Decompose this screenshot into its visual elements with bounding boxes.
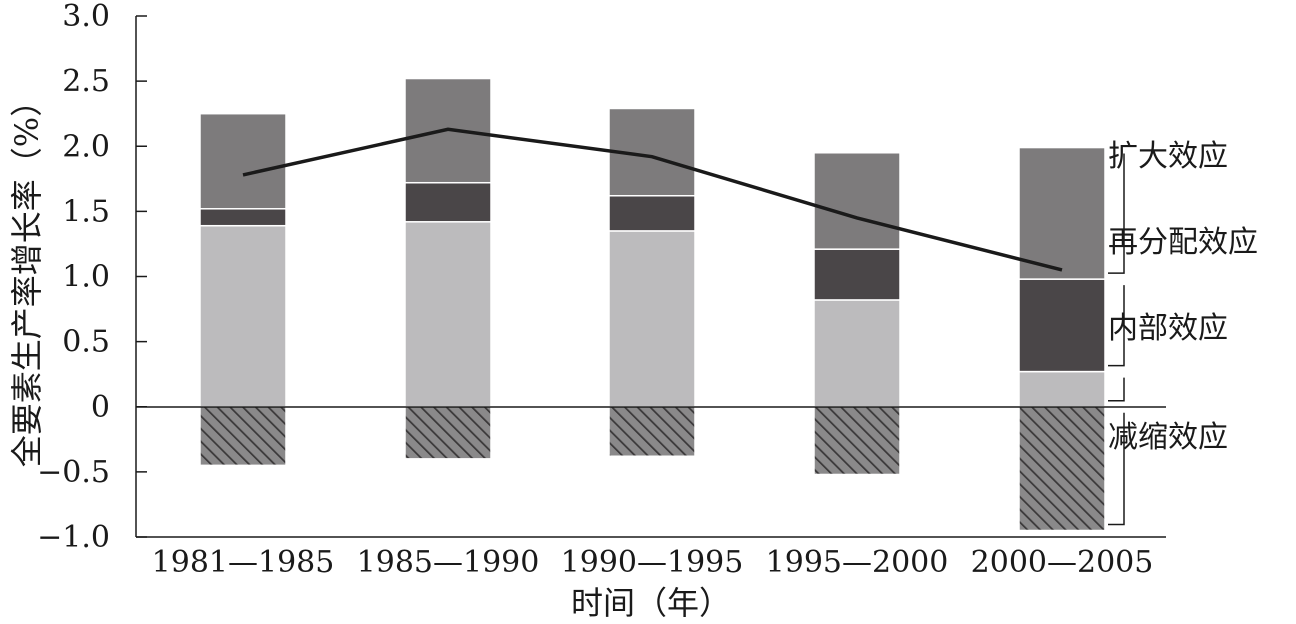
bars <box>199 77 1106 532</box>
x-axis-title: 时间（年） <box>571 584 731 622</box>
y-axis-title: 全要素生产率增长率（%） <box>8 85 46 467</box>
bar-segment <box>404 221 492 408</box>
x-tick-label: 1995—2000 <box>766 545 949 580</box>
y-tick-label: 2.0 <box>62 129 110 164</box>
x-tick-label: 1990—1995 <box>561 545 744 580</box>
y-tick-label: −1.0 <box>37 520 110 555</box>
bar-segment <box>813 152 901 250</box>
legend-label: 内部效应 <box>1108 311 1228 346</box>
y-tick-label: 1.5 <box>62 194 110 229</box>
bar-segment <box>1018 406 1106 532</box>
legend-label: 减缩效应 <box>1108 420 1228 455</box>
bar-segment <box>813 248 901 301</box>
bar-segment <box>404 406 492 460</box>
y-tick-label: 2.5 <box>62 64 110 99</box>
y-ticks: 3.0 2.5 2.0 1.5 1.0 0.5 0 −0.5 −1.0 <box>37 0 147 555</box>
bar-segment <box>199 406 287 467</box>
x-tick-label: 1985—1990 <box>357 545 540 580</box>
legend-bracket <box>1108 412 1125 526</box>
y-tick-label: 0.5 <box>62 325 110 360</box>
legend-label: 扩大效应 <box>1108 139 1228 174</box>
bar-segment <box>813 299 901 408</box>
trend-line <box>242 127 1063 272</box>
legend-bracket <box>1108 153 1125 274</box>
y-tick-label: −0.5 <box>37 455 110 490</box>
y-tick-label: 3.0 <box>62 0 110 34</box>
bar-segment <box>199 208 287 227</box>
bar-segment <box>608 230 696 408</box>
legend-bracket <box>1108 285 1125 367</box>
x-ticks: 1981—1985 1985—1990 1990—1995 1995—2000 2000… <box>152 545 1154 580</box>
x-tick-label: 2000—2005 <box>971 545 1154 580</box>
bar-segment <box>199 224 287 408</box>
legend-label: 再分配效应 <box>1108 225 1258 260</box>
bar-segment <box>608 194 696 232</box>
bar-segment <box>1018 370 1106 408</box>
bar-segment <box>404 181 492 223</box>
legend-bracket <box>1108 377 1125 402</box>
y-tick-label: 0 <box>91 390 110 425</box>
bar-segment <box>813 406 901 476</box>
bar-segment <box>1018 278 1106 373</box>
bar-segment <box>608 406 696 457</box>
x-tick-label: 1981—1985 <box>152 545 335 580</box>
y-tick-label: 1.0 <box>62 260 110 295</box>
bar-segment <box>199 112 287 210</box>
bar-segment <box>1018 146 1106 280</box>
